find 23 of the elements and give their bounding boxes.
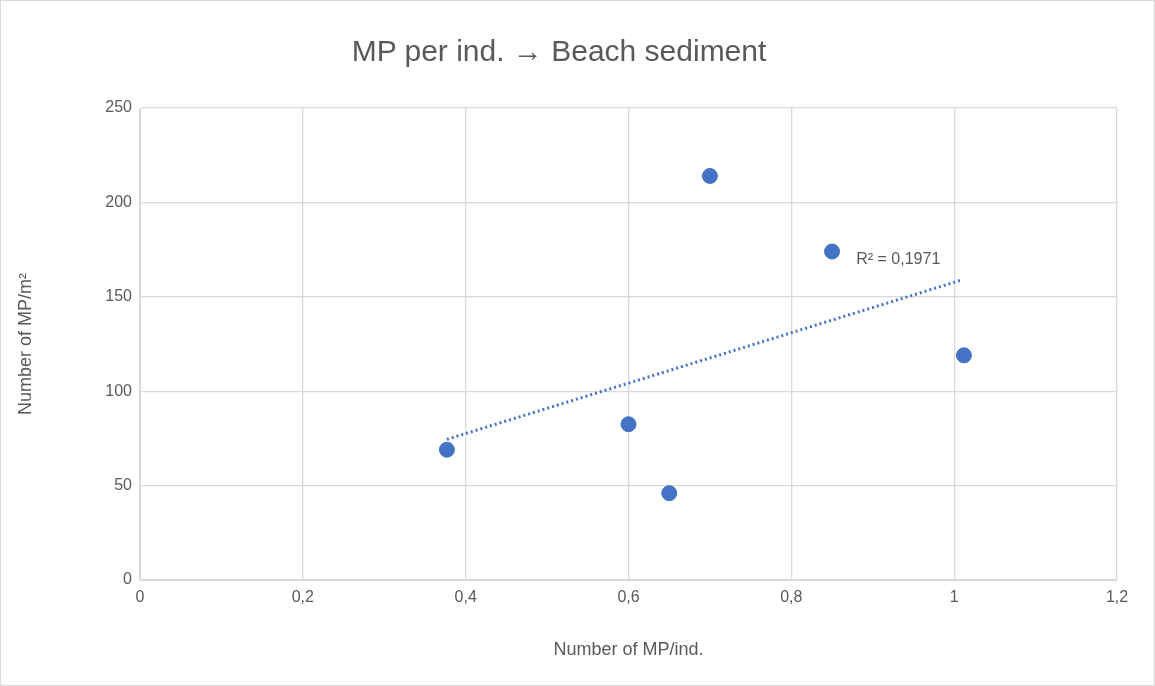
point <box>824 243 841 260</box>
annotation: R² = 0,1971 <box>856 250 941 268</box>
x-axis-title: Number of MP/ind. <box>553 639 704 660</box>
point <box>661 485 678 502</box>
x-tick-label: 0,6 <box>617 588 640 606</box>
x-tick-label: 0 <box>135 588 145 606</box>
point <box>438 441 455 458</box>
x-tick-label: 1,2 <box>1105 588 1129 606</box>
point <box>620 416 637 433</box>
x-tick-label: 1 <box>949 588 959 606</box>
y-tick-label: 50 <box>114 476 133 494</box>
y-tick-label: 150 <box>105 287 133 305</box>
point <box>955 347 972 364</box>
y-tick-label: 200 <box>105 192 133 210</box>
y-tick-label: 100 <box>105 381 133 399</box>
point <box>701 167 718 184</box>
y-tick-label: 250 <box>105 98 133 116</box>
y-tick-label: 0 <box>123 570 133 588</box>
x-tick-label: 0,2 <box>291 588 315 606</box>
y-axis-title: Number of MP/m² <box>14 272 35 416</box>
x-tick-label: 0,8 <box>780 588 803 606</box>
chart-title: MP per ind. → Beach sediment <box>351 34 767 68</box>
x-tick-label: 0,4 <box>454 588 477 606</box>
